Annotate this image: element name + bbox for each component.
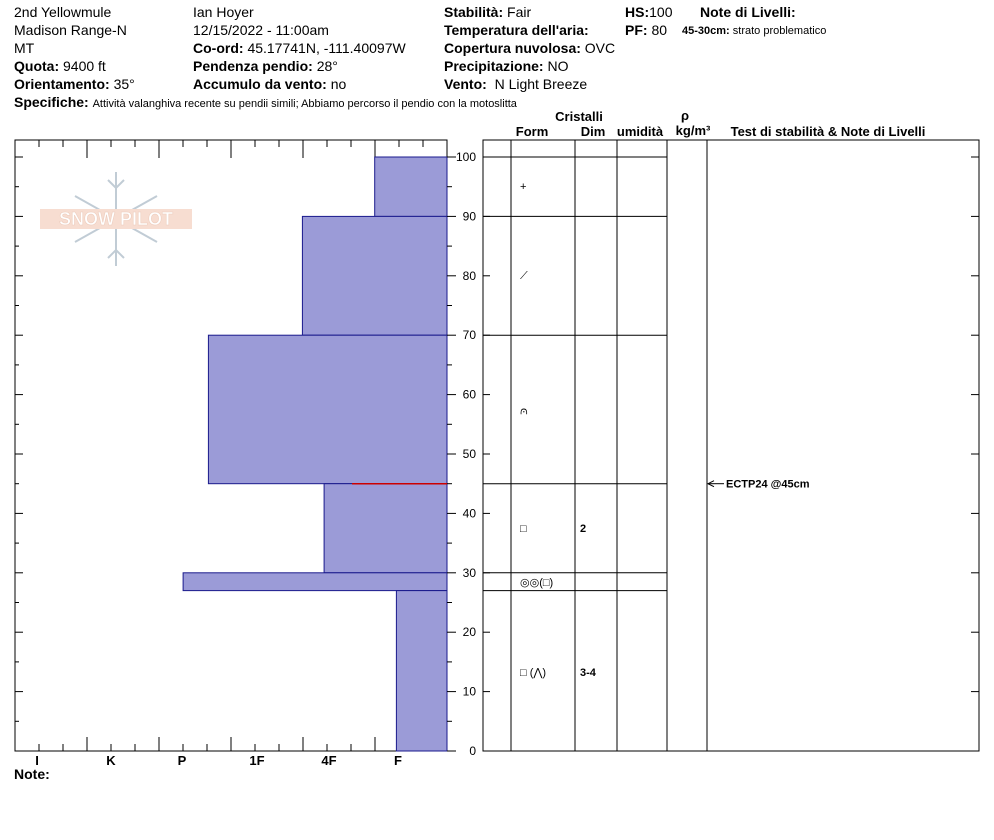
stability-test-label-0: ECTP24 @45cm bbox=[726, 479, 810, 491]
coordinates: Co-ord: 45.17741N, -111.40097W bbox=[193, 39, 406, 57]
layer-form-1: ⟋ bbox=[520, 270, 528, 282]
slope-angle: Pendenza pendio: 28° bbox=[193, 57, 338, 75]
hardness-axis-labels: I K P 1F 4F F bbox=[35, 753, 402, 768]
depth-label-10: 10 bbox=[463, 685, 477, 699]
hardness-label-I: I bbox=[35, 753, 39, 768]
layer-bars bbox=[182, 156, 448, 752]
layer-bar-4 bbox=[182, 572, 448, 592]
observer: Ian Hoyer bbox=[193, 4, 254, 20]
hardness-label-F: F bbox=[394, 753, 402, 768]
sky-label: Copertura nuvolosa: bbox=[444, 40, 581, 56]
hs-label: HS: bbox=[625, 4, 650, 20]
test-column-ticks bbox=[971, 156, 979, 752]
mountain-range: Madison Range-N bbox=[14, 22, 127, 38]
hardness-label-1F: 1F bbox=[249, 753, 264, 768]
layer-form-5: □ (⋀) bbox=[520, 667, 546, 679]
specifics: Specifiche: Attività valanghiva recente … bbox=[14, 94, 517, 110]
depth-label-20: 20 bbox=[463, 625, 477, 639]
layer-note-range: 45-30cm: bbox=[682, 25, 730, 37]
layer-form-2: ⩀ bbox=[520, 405, 528, 417]
tests-header: Test di stabilità & Note di Livelli bbox=[731, 124, 926, 139]
depth-axis: 0 10 20 30 40 50 60 70 80 90 100 bbox=[447, 150, 490, 758]
layer-size-5: 3-4 bbox=[580, 667, 597, 679]
aspect-value: 35° bbox=[113, 76, 135, 92]
depth-label-90: 90 bbox=[463, 209, 477, 223]
spec-label: Specifiche: bbox=[14, 94, 89, 110]
depth-label-100: 100 bbox=[456, 150, 476, 164]
moisture-header: umidità bbox=[617, 124, 664, 139]
air-temp-label: Temperatura dell'aria: bbox=[444, 22, 589, 38]
table-frame bbox=[482, 139, 980, 752]
aspect: Orientamento: 35° bbox=[14, 75, 135, 93]
wind-label: Vento: bbox=[444, 76, 487, 92]
layer-notes-heading: Note di Livelli: bbox=[700, 4, 796, 20]
precip-label: Precipitazione: bbox=[444, 58, 544, 74]
hardness-label-K: K bbox=[106, 753, 116, 768]
spec-value: Attività valanghiva recente su pendii si… bbox=[92, 98, 517, 110]
stability-label: Stabilità: bbox=[444, 4, 504, 20]
layer-form-3: □ bbox=[520, 523, 527, 535]
form-header: Form bbox=[516, 124, 549, 139]
foot-penetration: PF: 80 bbox=[625, 21, 667, 39]
coord-label: Co-ord: bbox=[193, 40, 244, 56]
slope-label: Pendenza pendio: bbox=[193, 58, 313, 74]
layer-form-0: + bbox=[520, 181, 526, 193]
pf-label: PF: bbox=[625, 22, 648, 38]
layer-table: + ⟋ ⩀ □ 2 ◎◎(□) □ (⋀) 3-4 bbox=[482, 139, 980, 752]
depth-label-30: 30 bbox=[463, 566, 477, 580]
aspect-label: Orientamento: bbox=[14, 76, 110, 92]
hardness-label-P: P bbox=[178, 753, 187, 768]
layer-bar-1 bbox=[301, 215, 448, 336]
coord-value: 45.17741N, -111.40097W bbox=[247, 40, 406, 56]
wind-value: N Light Breeze bbox=[494, 76, 588, 92]
wind-loading: Accumulo da vento: no bbox=[193, 75, 346, 93]
layer-size-3: 2 bbox=[580, 523, 586, 535]
depth-label-70: 70 bbox=[463, 328, 477, 342]
layer-form-4: ◎◎(□) bbox=[520, 577, 553, 589]
size-header: Dim bbox=[581, 124, 606, 139]
date-time: 12/15/2022 - 11:00am bbox=[193, 22, 329, 38]
pf-value: 80 bbox=[651, 22, 668, 38]
location-name: 2nd Yellowmule bbox=[14, 4, 112, 20]
depth-label-50: 50 bbox=[463, 447, 477, 461]
layer-note-text: strato problematico bbox=[732, 25, 827, 37]
density-header: kg/m³ bbox=[676, 123, 711, 138]
depth-label-80: 80 bbox=[463, 269, 477, 283]
sky-cover: Copertura nuvolosa: OVC bbox=[444, 39, 615, 57]
elevation: Quota: 9400 ft bbox=[14, 57, 106, 75]
wind-load-value: no bbox=[330, 76, 347, 92]
test-arrow-head-0 bbox=[706, 480, 715, 488]
stability-tests: ECTP24 @45cm bbox=[706, 479, 810, 491]
elevation-label: Quota: bbox=[14, 58, 60, 74]
stability-value: Fair bbox=[507, 4, 532, 20]
elevation-value: 9400 ft bbox=[63, 58, 106, 74]
crystals-header: Cristalli bbox=[555, 109, 603, 124]
sky-value: OVC bbox=[584, 40, 616, 56]
stability: Stabilità: Fair bbox=[444, 3, 531, 21]
table-rows: + ⟋ ⩀ □ 2 ◎◎(□) □ (⋀) 3-4 bbox=[483, 156, 667, 679]
precip-value: NO bbox=[547, 58, 569, 74]
air-temperature: Temperatura dell'aria: bbox=[444, 21, 589, 39]
snowpilot-logo: SNOW PILOT bbox=[40, 172, 192, 266]
hs-value: 100 bbox=[649, 4, 673, 20]
layer-note: 45-30cm: strato problematico bbox=[682, 22, 826, 40]
depth-label-60: 60 bbox=[463, 388, 477, 402]
state: MT bbox=[14, 40, 35, 56]
note-label: Note: bbox=[14, 766, 50, 782]
wind-load-label: Accumulo da vento: bbox=[193, 76, 327, 92]
wind: Vento: N Light Breeze bbox=[444, 75, 587, 93]
depth-label-40: 40 bbox=[463, 506, 477, 520]
layer-bar-2 bbox=[207, 334, 448, 485]
rho-header: ρ bbox=[681, 108, 689, 123]
layer-bar-0 bbox=[374, 156, 448, 217]
depth-label-0: 0 bbox=[469, 744, 476, 758]
layer-bar-3 bbox=[323, 483, 448, 574]
hardness-label-4F: 4F bbox=[321, 753, 336, 768]
layer-bar-5 bbox=[395, 590, 448, 752]
slope-value: 28° bbox=[316, 58, 338, 74]
snow-height: HS:100 bbox=[625, 3, 672, 21]
precipitation: Precipitazione: NO bbox=[444, 57, 568, 75]
logo-text: SNOW PILOT bbox=[59, 209, 173, 229]
